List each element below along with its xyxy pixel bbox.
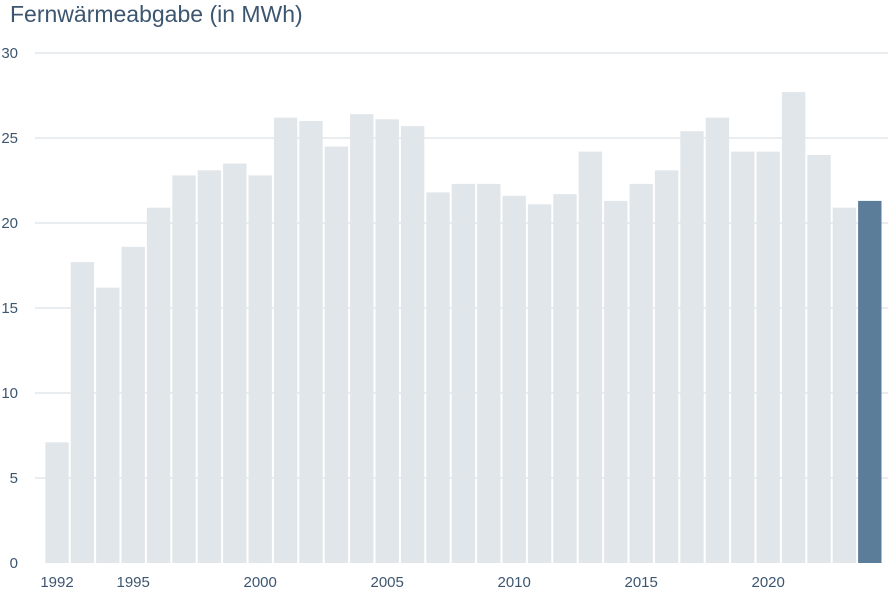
bar-2019: [731, 151, 755, 563]
bar-2006: [400, 126, 425, 563]
y-tick-label: 30: [1, 45, 18, 62]
x-tick-label: 2015: [625, 574, 658, 591]
bar-2010: [502, 195, 526, 564]
bar-2020: [756, 151, 780, 563]
bar-2007: [426, 192, 450, 563]
bar-1996: [146, 207, 171, 563]
y-tick-label: 5: [10, 470, 18, 487]
x-tick-label: 2010: [498, 574, 531, 591]
bar-2004: [350, 114, 374, 563]
x-tick-label: 2020: [752, 574, 785, 591]
bar-2023: [832, 207, 857, 563]
bar-2018: [705, 117, 730, 563]
bar-2022: [807, 155, 831, 563]
bar-2011: [527, 204, 552, 564]
y-tick-label: 15: [1, 300, 18, 317]
bar-2002: [299, 121, 323, 563]
bar-1992: [45, 442, 69, 563]
chart-title: Fernwärmeabgabe (in MWh): [10, 1, 303, 27]
bar-2013: [578, 151, 603, 563]
y-tick-label: 20: [1, 215, 18, 232]
bar-2014: [604, 200, 628, 563]
x-tick-label: 2000: [244, 574, 277, 591]
bars: [45, 92, 882, 564]
bar-2015: [629, 183, 653, 563]
bar-2003: [324, 146, 349, 563]
x-tick-label: 1995: [117, 574, 150, 591]
bar-2008: [451, 183, 476, 563]
bar-2005: [375, 119, 399, 564]
x-tick-label: 2005: [371, 574, 404, 591]
bar-1995: [121, 246, 145, 564]
x-axis-ticks: 1992 1995 2000 2005 2010 2015 2020: [40, 574, 785, 591]
y-tick-label: 0: [10, 555, 18, 572]
bar-2012: [553, 194, 577, 563]
bar-1998: [197, 170, 222, 564]
x-tick-label: 1992: [40, 574, 73, 591]
bar-1993: [70, 262, 95, 563]
y-axis-ticks: 0 5 10 15 20 25 30: [1, 45, 18, 572]
bar-2001: [273, 117, 298, 563]
bar-2009: [477, 183, 501, 563]
bar-2024: [858, 200, 882, 563]
y-tick-label: 25: [1, 130, 18, 147]
bar-2000: [248, 175, 272, 563]
bar-2021: [781, 92, 806, 563]
bar-2017: [680, 131, 704, 563]
y-tick-label: 10: [1, 385, 18, 402]
bar-1999: [223, 163, 247, 563]
bar-1997: [172, 175, 196, 563]
bar-2016: [654, 170, 679, 564]
bar-1994: [96, 287, 120, 563]
